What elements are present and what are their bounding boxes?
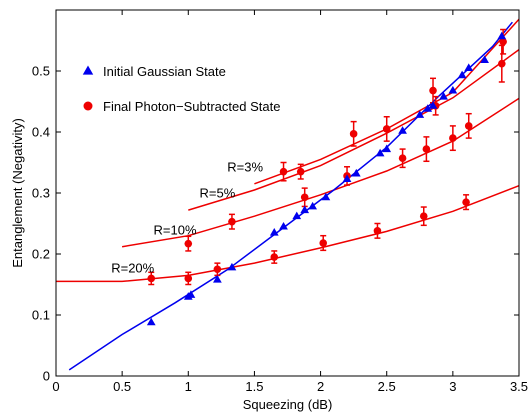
gaussian-point <box>439 92 448 100</box>
subtracted-point <box>373 227 382 235</box>
gaussian-point <box>227 262 237 271</box>
gaussian-point <box>146 317 156 326</box>
subtracted-point <box>422 145 431 153</box>
y-tick-label: 0.5 <box>32 64 50 79</box>
subtracted-point <box>319 239 328 247</box>
gaussian-point <box>269 228 279 236</box>
gaussian-point <box>398 126 407 134</box>
legend-triangle-icon <box>82 65 94 75</box>
x-tick-label: 3.5 <box>510 379 528 394</box>
legend-label-gaussian: Initial Gaussian State <box>103 64 226 79</box>
subtracted-point <box>449 134 457 142</box>
curve-label-1: R=3% <box>227 160 263 175</box>
subtracted-point <box>270 253 279 261</box>
gaussian-point <box>382 144 392 153</box>
gaussian-point <box>186 290 196 298</box>
subtracted-point <box>499 37 507 46</box>
subtracted-point <box>147 274 156 283</box>
subtracted-point <box>300 193 309 202</box>
subtracted-point <box>296 167 305 176</box>
gaussian-curve <box>68 21 513 371</box>
curve-label-4: R=20% <box>111 260 154 275</box>
subtracted-point <box>279 167 288 176</box>
subtracted-point <box>429 86 437 95</box>
x-tick-label: 0 <box>52 379 59 394</box>
gaussian-point <box>375 148 385 157</box>
y-tick-label: 0.4 <box>32 125 50 140</box>
gaussian-point <box>351 168 361 177</box>
gaussian-point <box>464 63 474 71</box>
subtracted-point <box>382 125 391 133</box>
legend-label-subtracted: Final Photon−Subtracted State <box>103 99 280 114</box>
subtracted-point <box>419 212 428 220</box>
gaussian-point <box>428 101 438 109</box>
subtracted-point <box>398 154 407 163</box>
x-tick-label: 2.5 <box>378 379 396 394</box>
subtracted-point <box>349 130 358 138</box>
x-axis-label: Squeezing (dB) <box>243 397 333 412</box>
model-curve-4 <box>56 185 520 283</box>
x-tick-label: 0.5 <box>113 379 131 394</box>
gaussian-point <box>342 174 352 182</box>
gaussian-point <box>497 31 507 40</box>
gaussian-point <box>308 201 318 210</box>
x-tick-label: 1 <box>185 379 192 394</box>
y-tick-label: 0.2 <box>32 247 50 262</box>
gaussian-point <box>213 275 222 283</box>
x-tick-label: 1.5 <box>245 379 263 394</box>
y-tick-label: 0.1 <box>32 308 50 323</box>
gaussian-point <box>292 211 302 220</box>
y-tick-label: 0.3 <box>32 186 50 201</box>
x-tick-label: 2 <box>317 379 324 394</box>
subtracted-point <box>498 59 506 68</box>
subtracted-point <box>213 265 222 274</box>
legend-circle-icon <box>83 101 93 111</box>
model-curve-2 <box>188 48 520 211</box>
subtracted-point <box>184 274 193 283</box>
subtracted-point <box>464 122 473 130</box>
y-axis-label: Entanglement (Negativity) <box>10 118 25 268</box>
subtracted-point <box>228 217 236 226</box>
gaussian-point <box>480 55 489 64</box>
subtracted-point <box>184 239 193 248</box>
gaussian-point <box>448 85 458 94</box>
curve-label-3: R=10% <box>154 222 197 237</box>
gaussian-point <box>279 221 288 230</box>
gaussian-point <box>423 104 433 112</box>
gaussian-point <box>457 70 467 79</box>
gaussian-point <box>321 192 331 201</box>
gaussian-point <box>415 110 425 118</box>
curve-label-2: R=5% <box>199 185 235 200</box>
x-tick-label: 3 <box>449 379 456 394</box>
model-curve-1 <box>254 18 520 185</box>
gaussian-point <box>300 205 310 214</box>
subtracted-point <box>462 198 470 206</box>
y-tick-label: 0 <box>43 369 50 384</box>
